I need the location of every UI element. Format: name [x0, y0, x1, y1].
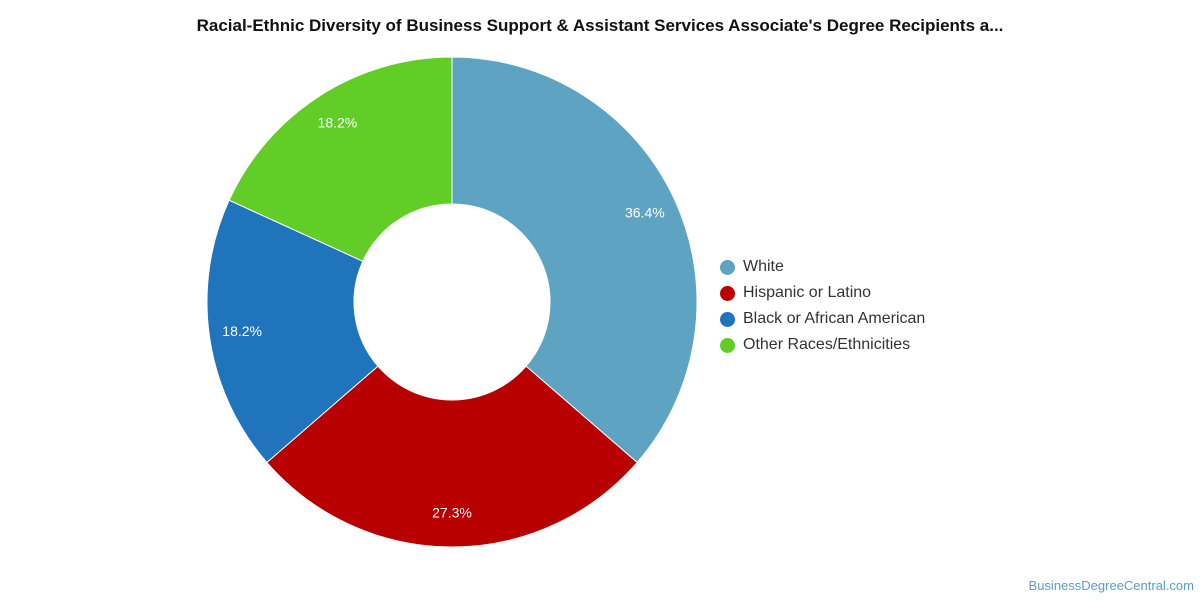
donut-slice-white[interactable] [451, 56, 698, 464]
legend-swatch-hispanic-or-latino [720, 285, 735, 301]
legend-item-black-or-african-american[interactable]: Black or African American [720, 306, 925, 332]
data-label-white: 36.4% [625, 205, 665, 221]
data-label-hispanic-or-latino: 27.3% [432, 505, 472, 521]
donut-slice-hispanic-or-latino[interactable] [266, 365, 638, 548]
legend-item-white[interactable]: White [720, 254, 925, 280]
chart-title: Racial-Ethnic Diversity of Business Supp… [196, 16, 1004, 35]
legend-swatch-other-races-ethnicities [720, 337, 735, 353]
legend-label-black-or-african-american: Black or African American [743, 310, 926, 327]
legend-swatch-white [720, 259, 735, 275]
legend: White Hispanic or Latino Black or Africa… [720, 254, 925, 358]
legend-swatch-black-or-african-american [720, 311, 735, 327]
legend-item-hispanic-or-latino[interactable]: Hispanic or Latino [720, 280, 925, 306]
data-label-black-or-african-american: 18.2% [222, 323, 262, 339]
donut-slice-other-races-ethnicities[interactable] [228, 56, 453, 262]
watermark-link[interactable]: BusinessDegreeCentral.com [1028, 578, 1194, 593]
legend-label-white: White [743, 258, 784, 275]
legend-item-other-races-ethnicities[interactable]: Other Races/Ethnicities [720, 332, 925, 358]
donut-slice-black-or-african-american[interactable] [206, 199, 379, 464]
legend-label-hispanic-or-latino: Hispanic or Latino [743, 284, 872, 301]
data-label-other-races-ethnicities: 18.2% [318, 114, 358, 130]
legend-label-other-races-ethnicities: Other Races/Ethnicities [743, 336, 911, 353]
